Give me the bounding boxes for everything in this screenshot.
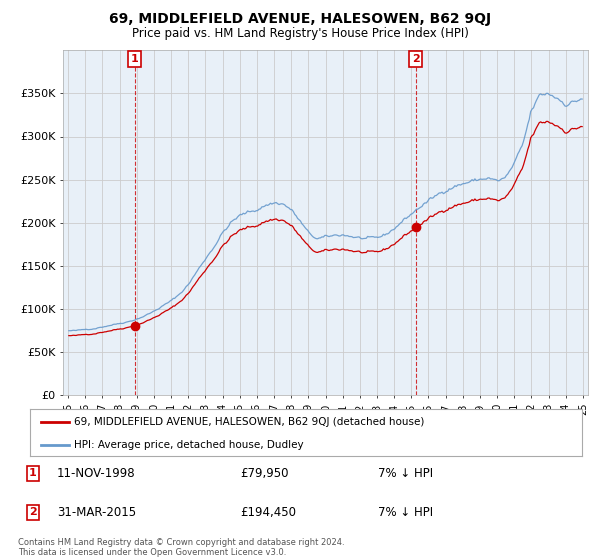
Text: 11-NOV-1998: 11-NOV-1998 (57, 466, 136, 480)
Text: 2: 2 (29, 507, 37, 517)
Text: 69, MIDDLEFIELD AVENUE, HALESOWEN, B62 9QJ (detached house): 69, MIDDLEFIELD AVENUE, HALESOWEN, B62 9… (74, 417, 425, 427)
Text: Contains HM Land Registry data © Crown copyright and database right 2024.
This d: Contains HM Land Registry data © Crown c… (18, 538, 344, 557)
Text: Price paid vs. HM Land Registry's House Price Index (HPI): Price paid vs. HM Land Registry's House … (131, 27, 469, 40)
Text: 7% ↓ HPI: 7% ↓ HPI (378, 466, 433, 480)
Text: 69, MIDDLEFIELD AVENUE, HALESOWEN, B62 9QJ: 69, MIDDLEFIELD AVENUE, HALESOWEN, B62 9… (109, 12, 491, 26)
Text: £79,950: £79,950 (240, 466, 289, 480)
Text: HPI: Average price, detached house, Dudley: HPI: Average price, detached house, Dudl… (74, 440, 304, 450)
Text: 1: 1 (131, 54, 139, 64)
Text: 2: 2 (412, 54, 419, 64)
Text: £194,450: £194,450 (240, 506, 296, 519)
Text: 7% ↓ HPI: 7% ↓ HPI (378, 506, 433, 519)
Text: 31-MAR-2015: 31-MAR-2015 (57, 506, 136, 519)
Text: 1: 1 (29, 468, 37, 478)
